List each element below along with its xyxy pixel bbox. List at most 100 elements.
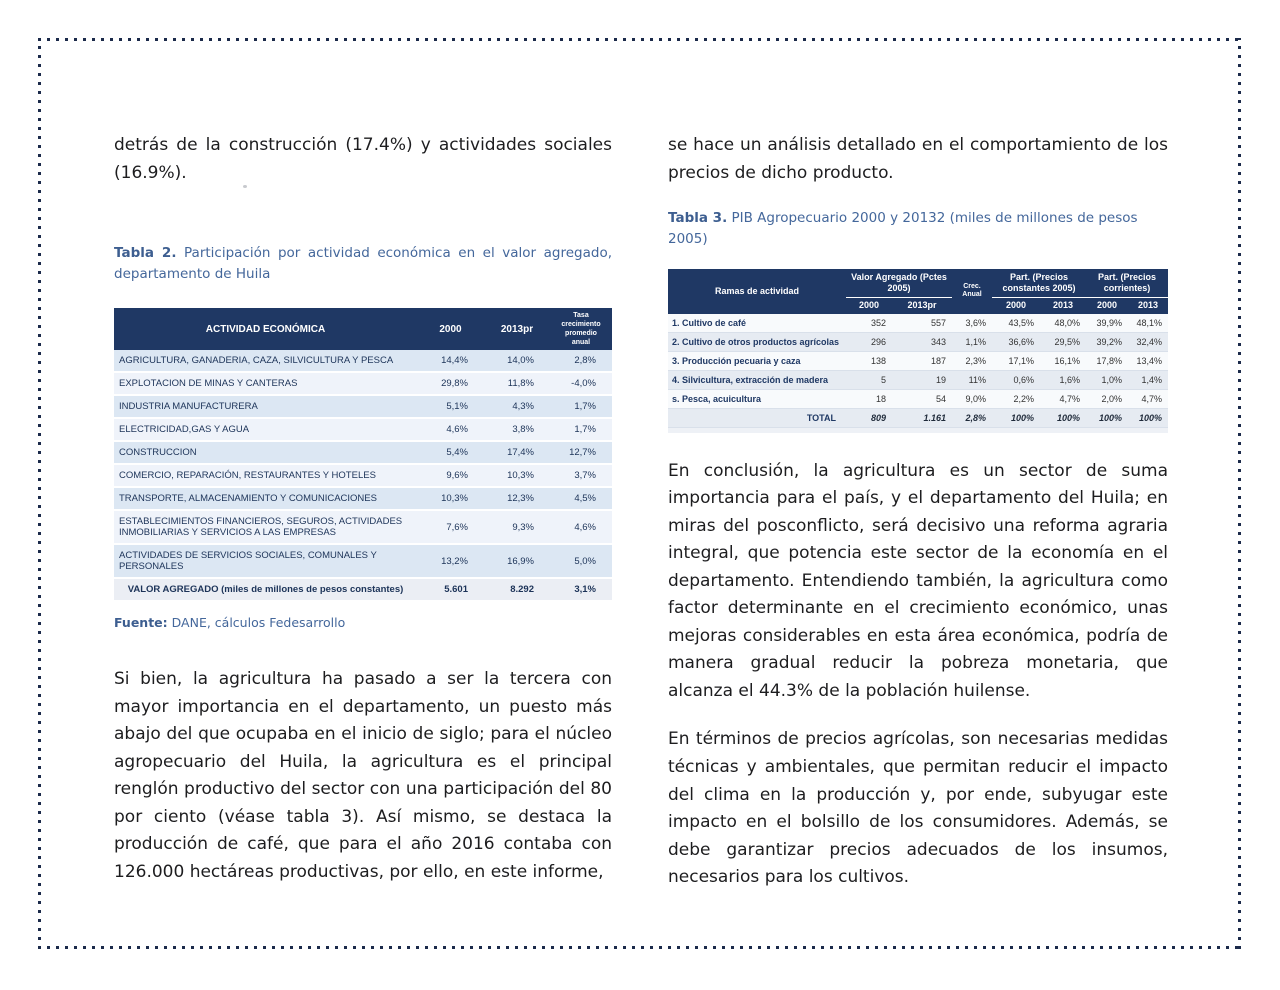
table3-subheader-2013: 2013: [1128, 297, 1169, 314]
paragraph-prices: En términos de precios agrícolas, son ne…: [668, 729, 1168, 888]
paragraph-intro-right: se hace un análisis detallado en el comp…: [668, 135, 1168, 183]
table3-cell-label: 2. Cultivo de otros productos agrícolas: [668, 332, 846, 352]
table3-cell: 13,4%: [1128, 351, 1169, 371]
table-row: TRANSPORTE, ALMACENAMIENTO Y COMUNICACIO…: [114, 487, 612, 512]
table3-bottom-strip: [668, 427, 1169, 433]
table2-total-2000: 5.601: [417, 578, 484, 603]
table2-header-2013pr: 2013pr: [484, 307, 550, 351]
table3-cell: 4,7%: [1128, 389, 1169, 409]
table3-cell: 138: [846, 351, 892, 371]
table2-cell-2000: 5,4%: [417, 441, 484, 466]
table3-subheader-2013: 2013: [1040, 297, 1086, 314]
table2-cell-2000: 5,1%: [417, 395, 484, 420]
table3-cell: 9,0%: [952, 389, 992, 409]
table2-cell-2013: 12,3%: [484, 487, 550, 512]
table2-cell-growth: 4,5%: [550, 487, 612, 512]
table3-header-valor-agregado: Valor Agregado (Pctes 2005): [846, 268, 952, 299]
table2-total-2013: 8.292: [484, 578, 550, 603]
table2-cell-2000: 29,8%: [417, 372, 484, 397]
table-row: COMERCIO, REPARACIÓN, RESTAURANTES Y HOT…: [114, 464, 612, 489]
table3-cell: 19: [892, 370, 952, 390]
table2: ACTIVIDAD ECONÓMICA 2000 2013pr Tasa cre…: [114, 307, 612, 603]
table2-cell-2000: 9,6%: [417, 464, 484, 489]
table3-cell: 17,8%: [1086, 351, 1128, 371]
table-row: 2. Cultivo de otros productos agrícolas …: [668, 332, 1169, 352]
table2-cell-label: ESTABLECIMIENTOS FINANCIEROS, SEGUROS, A…: [114, 510, 417, 546]
table3-total-cell: 2,8%: [952, 408, 992, 428]
table3-cell: 18: [846, 389, 892, 409]
table2-cell-2013: 11,8%: [484, 372, 550, 397]
table2-cell-2000: 14,4%: [417, 350, 484, 374]
table3-total-cell: 809: [846, 408, 892, 428]
table2-header: ACTIVIDAD ECONÓMICA 2000 2013pr Tasa cre…: [114, 307, 612, 351]
table2-cell-2000: 13,2%: [417, 544, 484, 580]
table3-total-label: TOTAL: [668, 408, 846, 428]
table2-title: Tabla 2. Participación por actividad eco…: [114, 243, 612, 285]
table2-cell-2013: 14,0%: [484, 350, 550, 374]
table2-cell-label: ELECTRICIDAD,GAS Y AGUA: [114, 418, 417, 443]
table3-cell: 2,3%: [952, 351, 992, 371]
table-row: s. Pesca, acuicultura 18 54 9,0% 2,2% 4,…: [668, 389, 1169, 409]
table2-cell-label: TRANSPORTE, ALMACENAMIENTO Y COMUNICACIO…: [114, 487, 417, 512]
table3-title-label: Tabla 3.: [668, 210, 728, 227]
table-row: ELECTRICIDAD,GAS Y AGUA 4,6% 3,8% 1,7%: [114, 418, 612, 443]
table2-total-row: VALOR AGREGADO (miles de millones de pes…: [114, 578, 612, 603]
table2-cell-2013: 16,9%: [484, 544, 550, 580]
table2-cell-2013: 4,3%: [484, 395, 550, 420]
left-column: detrás de la construcción (17.4%) y acti…: [114, 132, 612, 887]
table2-cell-label: EXPLOTACION DE MINAS Y CANTERAS: [114, 372, 417, 397]
table2-source-text: DANE, cálculos Fedesarrollo: [171, 615, 346, 631]
table2-header-2000: 2000: [417, 307, 484, 351]
table2-cell-2013: 9,3%: [484, 510, 550, 546]
table2-cell-growth: -4,0%: [550, 372, 612, 397]
table3-cell: 352: [846, 313, 892, 333]
table3-cell: 1,1%: [952, 332, 992, 352]
table3-total-cell: 1.161: [892, 408, 952, 428]
table3-subheader-2000: 2000: [992, 297, 1040, 314]
table3-total-cell: 100%: [992, 408, 1040, 428]
table3-cell: 1,0%: [1086, 370, 1128, 390]
table3-subheader-2013pr: 2013pr: [892, 297, 952, 314]
table3-header-crec-anual: Crec. Anual: [952, 268, 992, 314]
table2-cell-2013: 17,4%: [484, 441, 550, 466]
table3-subheader-2000: 2000: [1086, 297, 1128, 314]
table3: Ramas de actividad Valor Agregado (Pctes…: [668, 268, 1169, 433]
table3-cell: 3,6%: [952, 313, 992, 333]
table2-cell-label: COMERCIO, REPARACIÓN, RESTAURANTES Y HOT…: [114, 464, 417, 489]
table3-cell: 343: [892, 332, 952, 352]
table3-cell: 2,0%: [1086, 389, 1128, 409]
table3-cell: 32,4%: [1128, 332, 1169, 352]
table3-cell: 16,1%: [1040, 351, 1086, 371]
table3-total-row: TOTAL 809 1.161 2,8% 100% 100% 100% 100%: [668, 408, 1169, 428]
table2-total-growth: 3,1%: [550, 578, 612, 603]
table3-cell: 39,2%: [1086, 332, 1128, 352]
table3-cell: 39,9%: [1086, 313, 1128, 333]
table3-cell: 4,7%: [1040, 389, 1086, 409]
table2-cell-2013: 10,3%: [484, 464, 550, 489]
table2-cell-label: ACTIVIDADES DE SERVICIOS SOCIALES, COMUN…: [114, 544, 417, 580]
table3-header: Ramas de actividad Valor Agregado (Pctes…: [668, 268, 1169, 314]
stray-mark: [243, 185, 247, 188]
table-row: 4. Silvicultura, extracción de madera 5 …: [668, 370, 1169, 390]
table2-cell-growth: 1,7%: [550, 395, 612, 420]
table-row: 1. Cultivo de café 352 557 3,6% 43,5% 48…: [668, 313, 1169, 333]
table3-cell: 29,5%: [1040, 332, 1086, 352]
table3-cell-label: 1. Cultivo de café: [668, 313, 846, 333]
table3-cell: 1,4%: [1128, 370, 1169, 390]
table3-title-text: PIB Agropecuario 2000 y 20132 (miles de …: [668, 210, 1138, 247]
table-row: 3. Producción pecuaria y caza 138 187 2,…: [668, 351, 1169, 371]
table2-cell-2013: 3,8%: [484, 418, 550, 443]
table3-header-part-corrientes: Part. (Precios corrientes): [1086, 268, 1169, 299]
table2-cell-growth: 4,6%: [550, 510, 612, 546]
table3-cell-label: 4. Silvicultura, extracción de madera: [668, 370, 846, 390]
table3-cell: 11%: [952, 370, 992, 390]
table3-cell: 36,6%: [992, 332, 1040, 352]
table-row: CONSTRUCCION 5,4% 17,4% 12,7%: [114, 441, 612, 466]
table3-cell: 2,2%: [992, 389, 1040, 409]
table3-header-part-constantes: Part. (Precios constantes 2005): [992, 268, 1086, 299]
table3-title: Tabla 3. PIB Agropecuario 2000 y 20132 (…: [668, 208, 1168, 250]
table2-cell-growth: 3,7%: [550, 464, 612, 489]
table2-title-label: Tabla 2.: [114, 245, 177, 262]
table3-cell: 296: [846, 332, 892, 352]
table2-header-activity: ACTIVIDAD ECONÓMICA: [114, 307, 417, 351]
